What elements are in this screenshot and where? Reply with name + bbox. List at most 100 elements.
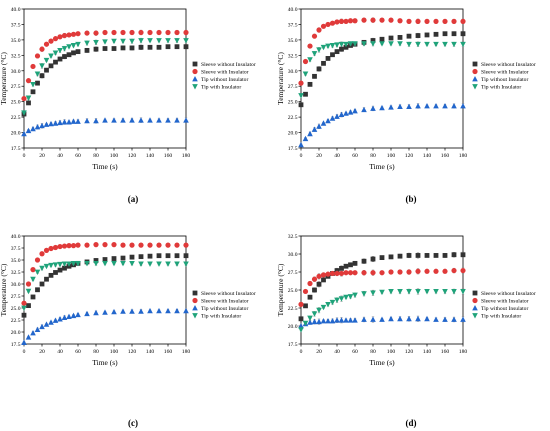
data-point [388, 315, 394, 322]
data-point [334, 297, 340, 304]
y-tick-label: 17.5 [288, 146, 298, 152]
legend-label: Tip with Insulator [481, 85, 521, 91]
data-point [433, 31, 439, 37]
data-point [424, 289, 430, 295]
legend-marker [472, 84, 478, 90]
plot-frame [300, 8, 464, 149]
panel-label: (a) [128, 194, 139, 204]
data-point [147, 307, 153, 314]
data-point [298, 102, 304, 108]
y-tick-label: 32.5 [288, 53, 298, 59]
data-point [21, 300, 27, 306]
y-tick-label: 25.0 [11, 306, 21, 312]
data-point [415, 268, 421, 274]
data-point [35, 287, 40, 293]
legend-label: Tip without Insulator [481, 77, 528, 83]
data-point [361, 106, 367, 113]
data-point [120, 260, 126, 267]
data-point [388, 269, 394, 275]
data-point [43, 263, 50, 270]
legend-marker [192, 84, 198, 90]
data-point [61, 261, 68, 267]
data-point [66, 261, 72, 267]
data-point [433, 253, 439, 258]
y-tick-label: 27.5 [288, 270, 298, 276]
data-point [347, 317, 354, 323]
data-point [352, 317, 358, 323]
legend-label: Tip with Insulator [201, 85, 241, 91]
y-tick-label: 35.0 [11, 38, 21, 44]
data-point [84, 47, 90, 53]
data-point [451, 102, 457, 109]
data-point [316, 47, 322, 53]
data-point [156, 44, 162, 50]
data-point [165, 242, 171, 248]
y-tick-label: 20.0 [11, 330, 21, 336]
legend-marker [472, 313, 478, 319]
data-point [75, 242, 81, 248]
y-tick-label: 35.0 [288, 38, 298, 44]
data-point [61, 243, 68, 249]
series-2 [298, 315, 466, 329]
data-point [316, 273, 322, 279]
data-point [451, 41, 457, 48]
data-point [183, 307, 189, 314]
data-point [433, 268, 439, 274]
data-point [370, 270, 376, 276]
data-point [397, 35, 403, 40]
data-point [415, 33, 421, 38]
data-point [111, 260, 117, 267]
y-tick-label: 27.5 [11, 294, 21, 300]
y-tick-label: 40.0 [11, 7, 21, 13]
data-point [57, 243, 63, 250]
data-point [316, 123, 322, 129]
data-point [406, 33, 412, 39]
data-point [406, 315, 412, 322]
data-point [329, 115, 336, 121]
data-point [120, 255, 126, 261]
data-point [451, 267, 457, 274]
data-point [325, 117, 331, 124]
plot-frame [23, 235, 187, 345]
data-point [460, 18, 466, 24]
x-tick-label: 100 [110, 349, 119, 355]
data-point [111, 308, 117, 315]
data-point [57, 261, 63, 268]
data-point [379, 36, 385, 42]
x-tick-label: 40 [57, 349, 63, 355]
data-point [338, 270, 345, 277]
data-point [343, 263, 349, 269]
data-point [52, 317, 59, 323]
data-point [442, 31, 448, 37]
y-tick-label: 32.5 [11, 270, 21, 276]
data-point [147, 44, 153, 50]
data-point [347, 109, 354, 115]
chart-panel-d: 0 20 40 60 80 100 120 140 160 180 17.5 20.0 22.5 25.0… [276, 234, 536, 428]
y-tick-label: 37.5 [11, 22, 21, 28]
x-tick-label: 20 [316, 153, 322, 159]
data-point [147, 242, 153, 248]
data-point [320, 23, 327, 29]
data-point [21, 110, 27, 116]
data-point [311, 311, 318, 317]
legend-marker [472, 76, 478, 82]
data-point [102, 242, 108, 248]
data-point [370, 105, 376, 111]
y-tick-label: 32.5 [11, 53, 21, 59]
data-point [61, 32, 68, 39]
data-point [339, 266, 344, 271]
data-point [156, 242, 162, 248]
data-point [102, 260, 108, 267]
data-point [460, 31, 466, 37]
data-point [84, 260, 90, 267]
data-point [66, 313, 72, 320]
data-point [156, 38, 162, 44]
data-point [311, 51, 318, 57]
data-point [338, 18, 345, 24]
data-point [111, 242, 117, 248]
data-point [44, 276, 49, 282]
data-point [183, 253, 189, 259]
data-point [316, 27, 322, 33]
y-tick-label: 25.0 [288, 100, 298, 106]
data-point [61, 314, 68, 320]
